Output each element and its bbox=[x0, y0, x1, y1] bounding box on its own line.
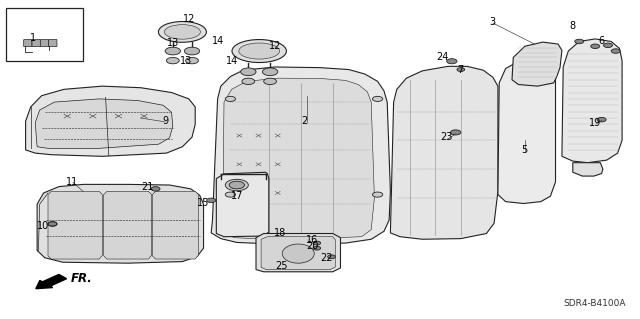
Text: 7: 7 bbox=[458, 65, 464, 75]
Circle shape bbox=[451, 130, 461, 135]
Polygon shape bbox=[48, 191, 102, 259]
Text: 11: 11 bbox=[65, 177, 78, 187]
Polygon shape bbox=[498, 57, 556, 204]
Circle shape bbox=[166, 57, 179, 64]
Circle shape bbox=[597, 117, 606, 122]
Circle shape bbox=[207, 198, 216, 203]
Text: 25: 25 bbox=[275, 261, 288, 271]
Circle shape bbox=[313, 246, 321, 250]
Text: 13: 13 bbox=[179, 56, 192, 66]
Circle shape bbox=[575, 39, 584, 44]
Circle shape bbox=[372, 192, 383, 197]
FancyBboxPatch shape bbox=[40, 40, 49, 47]
Text: 20: 20 bbox=[306, 241, 319, 251]
FancyArrow shape bbox=[36, 274, 67, 289]
Polygon shape bbox=[37, 184, 204, 263]
Polygon shape bbox=[223, 78, 374, 240]
Circle shape bbox=[184, 47, 200, 55]
Text: 3: 3 bbox=[490, 17, 496, 27]
Text: 14: 14 bbox=[226, 56, 239, 66]
Text: 15: 15 bbox=[197, 197, 210, 208]
Polygon shape bbox=[152, 191, 198, 259]
Ellipse shape bbox=[164, 25, 200, 39]
Text: 13: 13 bbox=[166, 38, 179, 48]
Text: 19: 19 bbox=[589, 118, 602, 128]
Polygon shape bbox=[216, 172, 269, 237]
Polygon shape bbox=[104, 191, 152, 259]
Ellipse shape bbox=[232, 40, 287, 63]
Ellipse shape bbox=[282, 244, 314, 263]
Polygon shape bbox=[256, 234, 340, 272]
Text: 10: 10 bbox=[37, 221, 50, 232]
Polygon shape bbox=[562, 39, 622, 163]
Text: 9: 9 bbox=[162, 116, 168, 126]
Text: 8: 8 bbox=[570, 20, 576, 31]
Polygon shape bbox=[211, 67, 390, 244]
Circle shape bbox=[457, 68, 465, 71]
Text: 18: 18 bbox=[274, 228, 287, 238]
Circle shape bbox=[186, 57, 198, 64]
Text: 1: 1 bbox=[30, 33, 36, 43]
Polygon shape bbox=[261, 237, 335, 270]
Text: 21: 21 bbox=[141, 182, 154, 192]
FancyBboxPatch shape bbox=[49, 40, 57, 47]
Circle shape bbox=[313, 241, 321, 245]
Circle shape bbox=[264, 78, 276, 85]
Text: FR.: FR. bbox=[70, 272, 92, 285]
Circle shape bbox=[225, 192, 236, 197]
Circle shape bbox=[165, 47, 180, 55]
Text: 12: 12 bbox=[269, 41, 282, 51]
Circle shape bbox=[242, 78, 255, 85]
Circle shape bbox=[591, 44, 600, 48]
Polygon shape bbox=[512, 42, 562, 86]
Text: 22: 22 bbox=[320, 253, 333, 263]
Circle shape bbox=[328, 255, 335, 259]
Polygon shape bbox=[573, 163, 603, 176]
Text: 5: 5 bbox=[522, 145, 528, 155]
Text: 14: 14 bbox=[211, 36, 224, 47]
Circle shape bbox=[447, 59, 457, 64]
Circle shape bbox=[372, 96, 383, 101]
Text: 23: 23 bbox=[440, 132, 453, 142]
Circle shape bbox=[229, 181, 244, 189]
Bar bbox=[6, 8, 83, 61]
Text: 24: 24 bbox=[436, 52, 449, 62]
Circle shape bbox=[262, 68, 278, 76]
Text: 2: 2 bbox=[301, 116, 307, 126]
FancyBboxPatch shape bbox=[32, 40, 40, 47]
Ellipse shape bbox=[239, 43, 280, 59]
Text: SDR4-B4100A: SDR4-B4100A bbox=[563, 299, 626, 308]
Polygon shape bbox=[35, 99, 173, 148]
Circle shape bbox=[241, 68, 256, 76]
Text: 6: 6 bbox=[598, 36, 605, 47]
Text: 16: 16 bbox=[305, 235, 318, 245]
Circle shape bbox=[225, 96, 236, 101]
Text: 17: 17 bbox=[230, 191, 243, 201]
Circle shape bbox=[48, 222, 57, 226]
Polygon shape bbox=[390, 66, 498, 239]
Circle shape bbox=[225, 179, 248, 191]
FancyBboxPatch shape bbox=[24, 40, 32, 47]
Ellipse shape bbox=[158, 21, 206, 42]
Circle shape bbox=[611, 49, 620, 53]
Polygon shape bbox=[26, 86, 195, 156]
Text: 12: 12 bbox=[182, 14, 195, 24]
Circle shape bbox=[604, 43, 612, 48]
Circle shape bbox=[151, 187, 160, 191]
